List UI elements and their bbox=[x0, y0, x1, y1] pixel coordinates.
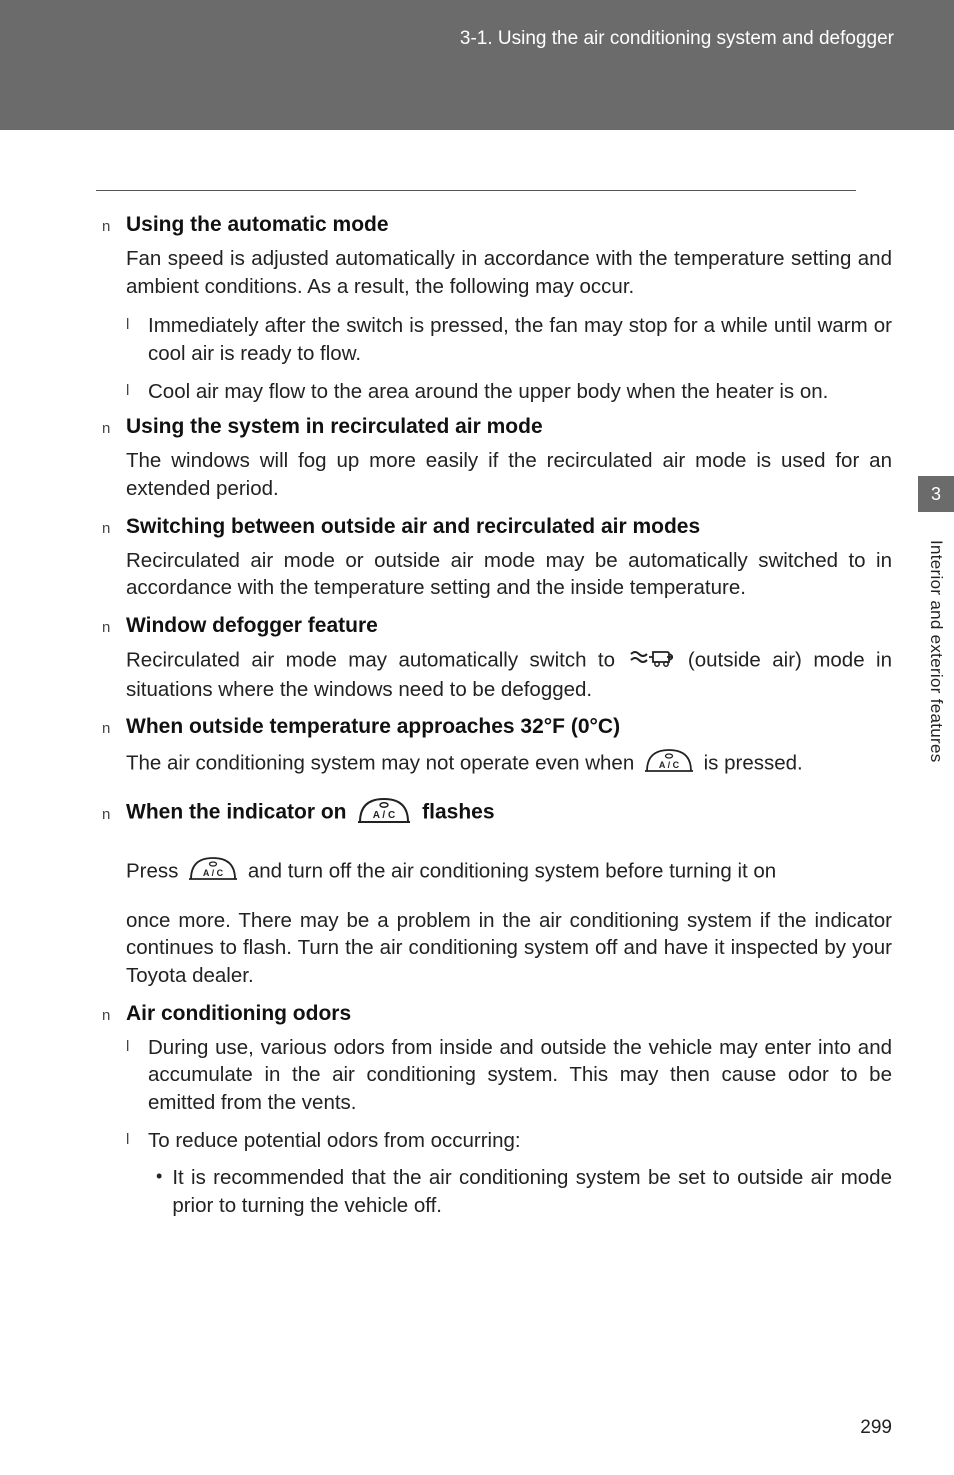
page-number: 299 bbox=[860, 1417, 892, 1439]
body-pre: Recirculated air mode may automatically … bbox=[126, 648, 626, 671]
head-pre: When the indicator on bbox=[126, 801, 352, 824]
body-text: Recirculated air mode may automatically … bbox=[126, 646, 892, 703]
ac-button-icon: A / C bbox=[355, 795, 413, 831]
list-item: l Immediately after the switch is presse… bbox=[126, 312, 892, 367]
head-text: Using the system in recirculated air mod… bbox=[126, 415, 543, 439]
list-item: l During use, various odors from inside … bbox=[126, 1034, 892, 1117]
head-post: flashes bbox=[422, 801, 494, 824]
bullet-text: During use, various odors from inside an… bbox=[148, 1034, 892, 1117]
body-text: Fan speed is adjusted automatically in a… bbox=[126, 245, 892, 300]
svg-text:A / C: A / C bbox=[659, 760, 680, 770]
n-marker: n bbox=[102, 218, 116, 235]
section-head: n When the indicator on A / C flashes bbox=[102, 795, 892, 831]
body-pre: Press bbox=[126, 859, 184, 882]
header-band: 3-1. Using the air conditioning system a… bbox=[0, 0, 954, 130]
list-item: l To reduce potential odors from occurri… bbox=[126, 1127, 892, 1155]
head-text: Window defogger feature bbox=[126, 614, 378, 638]
l-marker: l bbox=[126, 1034, 136, 1117]
head-text: Switching between outside air and recirc… bbox=[126, 515, 700, 539]
head-text: Using the automatic mode bbox=[126, 213, 389, 237]
n-marker: n bbox=[102, 619, 116, 636]
body-text: once more. There may be a problem in the… bbox=[126, 907, 892, 990]
bullet-text: To reduce potential odors from occurring… bbox=[148, 1127, 521, 1155]
n-marker: n bbox=[102, 1007, 116, 1024]
body-text: The air conditioning system may not oper… bbox=[126, 747, 892, 781]
l-marker: l bbox=[126, 378, 136, 406]
dot-marker: • bbox=[156, 1164, 162, 1219]
section-head: n Switching between outside air and reci… bbox=[102, 515, 892, 539]
top-rule bbox=[96, 190, 856, 191]
sub-list-item: • It is recommended that the air conditi… bbox=[156, 1164, 892, 1219]
l-marker: l bbox=[126, 312, 136, 367]
list-item: l Cool air may flow to the area around t… bbox=[126, 378, 892, 406]
head-text: When the indicator on A / C flashes bbox=[126, 795, 495, 831]
body-text: The windows will fog up more easily if t… bbox=[126, 447, 892, 502]
head-text: When outside temperature approaches 32°F… bbox=[126, 715, 620, 739]
n-marker: n bbox=[102, 520, 116, 537]
ac-button-icon: A / C bbox=[187, 855, 239, 889]
n-marker: n bbox=[102, 420, 116, 437]
n-marker: n bbox=[102, 720, 116, 737]
section-head: n Using the system in recirculated air m… bbox=[102, 415, 892, 439]
header-breadcrumb: 3-1. Using the air conditioning system a… bbox=[0, 28, 894, 50]
body-mid: and turn off the air conditioning system… bbox=[248, 859, 776, 882]
ac-button-icon: A / C bbox=[643, 747, 695, 781]
body-text: Press A / C and turn off the air conditi… bbox=[126, 855, 892, 889]
sub-bullet-text: It is recommended that the air condition… bbox=[172, 1164, 892, 1219]
content-area: n Using the automatic mode Fan speed is … bbox=[0, 130, 954, 1220]
l-marker: l bbox=[126, 1127, 136, 1155]
head-text: Air conditioning odors bbox=[126, 1002, 351, 1026]
n-marker: n bbox=[102, 806, 116, 823]
svg-text:A / C: A / C bbox=[373, 810, 395, 821]
section-head: n When outside temperature approaches 32… bbox=[102, 715, 892, 739]
body-pre: The air conditioning system may not oper… bbox=[126, 752, 640, 775]
outside-air-icon bbox=[629, 646, 673, 676]
bullet-text: Cool air may flow to the area around the… bbox=[148, 378, 828, 406]
section-head: n Air conditioning odors bbox=[102, 1002, 892, 1026]
section-head: n Window defogger feature bbox=[102, 614, 892, 638]
svg-text:A / C: A / C bbox=[203, 868, 224, 878]
section-head: n Using the automatic mode bbox=[102, 213, 892, 237]
body-text: Recirculated air mode or outside air mod… bbox=[126, 547, 892, 602]
body-post: is pressed. bbox=[704, 752, 803, 775]
bullet-text: Immediately after the switch is pressed,… bbox=[148, 312, 892, 367]
